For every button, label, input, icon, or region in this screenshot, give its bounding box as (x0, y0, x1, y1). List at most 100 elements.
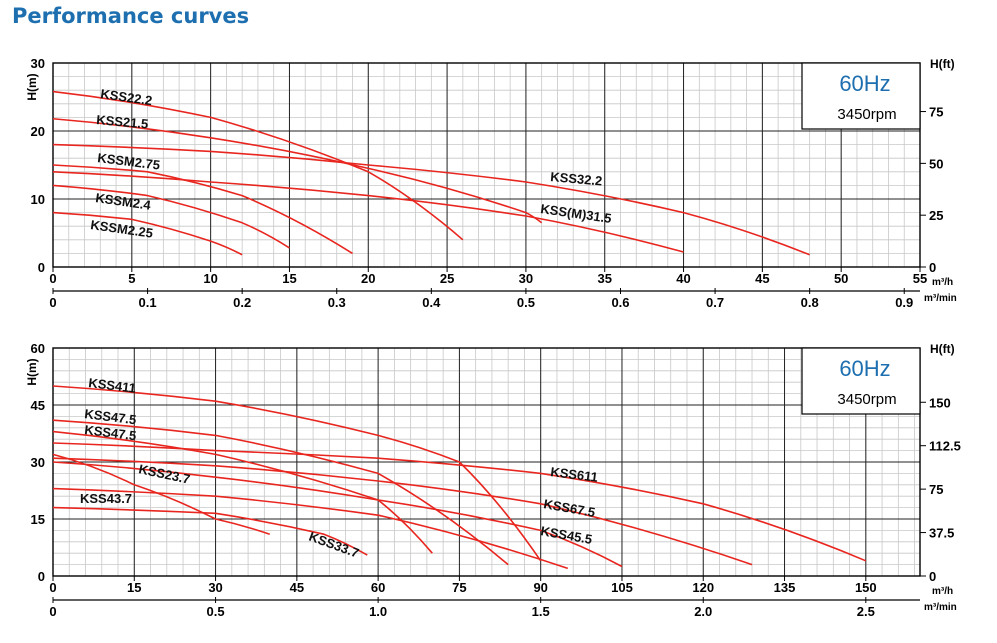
chart1-y-right-tick-label: 50 (929, 156, 943, 171)
chart2-y-right-tick-label: 112.5 (929, 439, 961, 454)
chart2-series-curve-8 (52, 487, 569, 570)
chart1-x-unit-bottom: m³/min (924, 293, 957, 304)
chart2-y-tick-label: 0 (38, 569, 45, 584)
page-title: Performance curves (12, 4, 250, 28)
chart2-x2-tick-label: 0 (49, 604, 56, 619)
chart1-x2-tick-label: 0.9 (895, 295, 913, 310)
chart1-x2-tick-label: 0 (49, 295, 56, 310)
chart2-series-curve-6 (52, 461, 623, 568)
chart2-x-unit-top: m³/h (932, 586, 953, 597)
chart2-y-tick-label: 60 (31, 341, 45, 356)
chart1-x-tick-label: 10 (203, 271, 217, 286)
chart1-y-right-tick-label: 25 (929, 208, 943, 223)
chart2-series-label-4: KSS611 (550, 464, 599, 485)
chart1-badge-frequency: 60Hz (839, 71, 890, 96)
chart1-y-tick-label: 0 (38, 260, 45, 275)
chart1-x-tick-label: 25 (440, 271, 454, 286)
chart1-x2-tick-label: 0.8 (801, 295, 819, 310)
chart1-y-tick-label: 20 (31, 124, 45, 139)
chart2-y-tick-label: 15 (31, 512, 45, 527)
chart1-series-curve-3 (52, 164, 353, 255)
chart1-x2-tick-label: 0.5 (517, 295, 535, 310)
chart2-y-right-tick-label: 75 (929, 482, 943, 497)
chart1-x-tick-label: 55 (913, 271, 927, 286)
chart1-y-axis-label: H(m) (25, 73, 39, 100)
chart1-x-tick-label: 45 (755, 271, 769, 286)
chart1-series-label-1: KSS22.2 (100, 86, 154, 108)
chart2-series-label-6: KSS45.5 (539, 523, 593, 547)
chart1-x-tick-label: 15 (282, 271, 296, 286)
chart2-x2-tick-label: 1.0 (369, 604, 387, 619)
chart1-x-tick-label: 40 (676, 271, 690, 286)
chart2-y-tick-label: 45 (31, 398, 45, 413)
chart2-x-tick-label: 120 (692, 580, 714, 595)
chart2-x2-tick-label: 2.0 (694, 604, 712, 619)
chart2-series-curve-1 (52, 385, 542, 562)
chart2-y-tick-label: 30 (31, 455, 45, 470)
chart2-x-tick-label: 0 (49, 580, 56, 595)
chart1-y-tick-label: 10 (31, 192, 45, 207)
chart1-badge-rpm: 3450rpm (837, 106, 896, 123)
chart2-series-curve-4 (52, 442, 867, 562)
chart1-series-label-6: KSS32.2 (550, 169, 603, 188)
chart1-series-curve-6 (52, 143, 810, 256)
chart2-x-tick-label: 150 (855, 580, 877, 595)
chart1-series-label-5: KSSM2.25 (90, 217, 154, 241)
chart1-x-tick-label: 50 (834, 271, 848, 286)
chart1-x2-tick-label: 0.2 (233, 295, 251, 310)
chart2-x-tick-label: 15 (127, 580, 141, 595)
chart2-y-right-tick-label: 150 (929, 395, 951, 410)
chart2-x-tick-label: 90 (533, 580, 547, 595)
chart2-badge-rpm: 3450rpm (837, 391, 896, 408)
chart2-x-tick-label: 30 (208, 580, 222, 595)
chart1-series-curve-2 (52, 117, 543, 224)
chart2-badge-box (801, 347, 921, 415)
chart2-series-label-1: KSS411 (88, 375, 137, 396)
chart1-series-label-4: KSSM2.4 (95, 190, 153, 213)
chart1-x2-tick-label: 0.4 (422, 295, 441, 310)
chart1-y-right-axis-label: H(ft) (930, 57, 955, 71)
chart1-x-unit-top: m³/h (932, 277, 953, 288)
chart2-badge-frequency: 60Hz (839, 356, 890, 381)
chart1-series-curve-1 (52, 90, 464, 241)
chart2-y-axis-label: H(m) (25, 358, 39, 385)
chart2-x-tick-label: 75 (452, 580, 466, 595)
chart1-x-tick-label: 0 (49, 271, 56, 286)
chart2-series-label-9: KSS33.7 (307, 529, 361, 561)
chart2-series-curve-9 (52, 506, 368, 556)
chart1-x-tick-label: 30 (519, 271, 533, 286)
chart1-x2-tick-label: 0.7 (706, 295, 724, 310)
chart2-x-tick-label: 105 (611, 580, 633, 595)
chart1-plot-frame (52, 62, 921, 268)
chart2-y-right-tick-label: 0 (929, 569, 936, 584)
chart2-series-label-2: KSS47.5 (84, 406, 137, 427)
chart2-x2-tick-label: 1.5 (532, 604, 550, 619)
chart1-x-tick-label: 35 (597, 271, 611, 286)
chart2-series-label-3: KSS47.5 (84, 422, 137, 443)
chart1-x2-tick-label: 0.1 (139, 295, 157, 310)
chart1-series-curve-4 (52, 184, 290, 249)
chart1-y-tick-label: 30 (31, 56, 45, 71)
chart1-series-label-7: KSS(M)31.5 (540, 201, 613, 226)
chart2-series-curve-5 (52, 457, 753, 566)
chart1-series-label-2: KSS21.5 (96, 112, 149, 131)
chart2-x2-tick-label: 0.5 (207, 604, 225, 619)
chart2-x-tick-label: 135 (774, 580, 796, 595)
chart1-x2-tick-label: 0.6 (611, 295, 629, 310)
chart2-x-tick-label: 45 (290, 580, 304, 595)
chart1-x-tick-label: 20 (361, 271, 375, 286)
chart2-series-curve-7 (52, 453, 271, 535)
chart1-y-right-tick-label: 0 (929, 260, 936, 275)
chart1-series-label-3: KSSM2.75 (97, 150, 161, 173)
chart1-badge-box (801, 62, 921, 130)
chart2-x2-tick-label: 2.5 (857, 604, 875, 619)
chart1-series-curve-7 (52, 171, 684, 253)
chart1-x-tick-label: 5 (128, 271, 135, 286)
chart2-y-right-tick-label: 37.5 (929, 526, 954, 541)
chart1-y-right-tick-label: 75 (929, 105, 943, 120)
chart2-x-tick-label: 60 (371, 580, 385, 595)
chart2-x-unit-bottom: m³/min (924, 602, 957, 613)
chart2-y-right-axis-label: H(ft) (930, 342, 955, 356)
chart2-series-label-8: KSS43.7 (80, 491, 132, 506)
